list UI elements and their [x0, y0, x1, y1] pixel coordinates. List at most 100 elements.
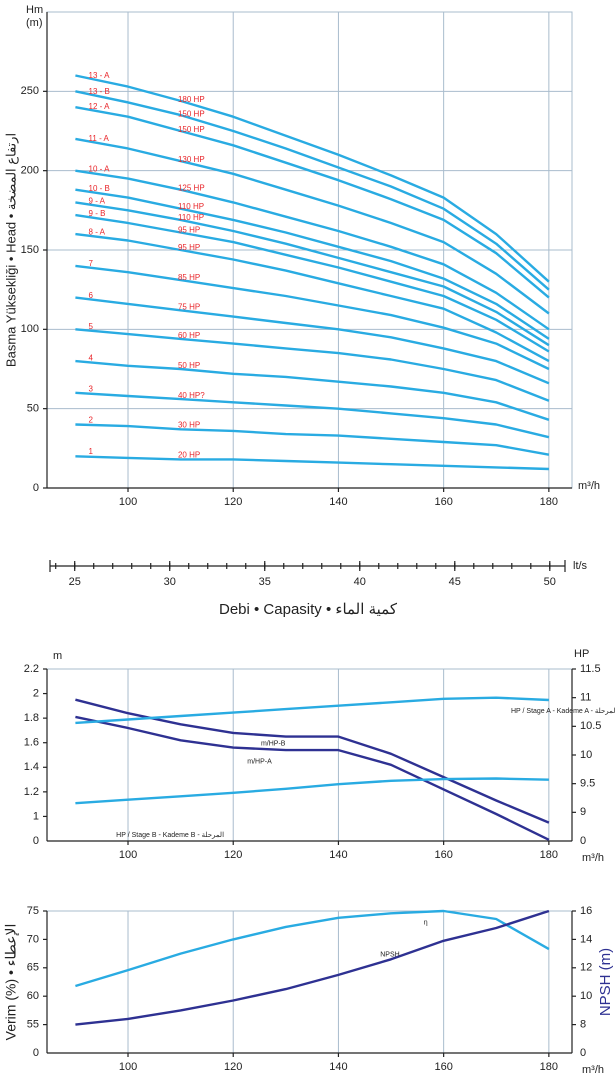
x-tick-label: 180	[540, 496, 558, 508]
series-line	[75, 169, 550, 331]
series-line	[75, 90, 550, 291]
curve-label: 5	[89, 322, 94, 331]
hp-label: 85 HP	[178, 273, 200, 282]
y2-tick-label: 10	[580, 990, 592, 1002]
x-tick-label: 25	[69, 576, 81, 588]
series-line	[75, 455, 549, 471]
hp-label: 20 HP	[178, 451, 200, 460]
series-line	[75, 188, 550, 340]
hp-label: 110 HP	[178, 213, 204, 222]
y2-tick-label: 10	[580, 749, 592, 761]
x-tick-label: 35	[259, 576, 271, 588]
curve-label: NPSH	[380, 951, 399, 958]
x-axis-title: Debi • Capasity • كمية الماء	[219, 601, 398, 618]
y-tick-label: 1.2	[24, 786, 39, 798]
y-tick-label: 50	[27, 403, 39, 415]
curve-label: HP / Stage A - Kademe A - المرحلة	[511, 707, 616, 715]
series-line	[75, 264, 550, 371]
curve-label: 10 - B	[89, 184, 110, 193]
hp-label: 75 HP	[178, 303, 200, 312]
hp-label: 60 HP	[178, 331, 200, 340]
hp-label: 95 HP	[178, 243, 200, 252]
x-unit-label: m³/h	[582, 852, 604, 864]
x-tick-label: 30	[164, 576, 176, 588]
series-line	[75, 359, 550, 421]
series-line	[75, 201, 550, 347]
hp-label: 40 HP?	[178, 391, 205, 400]
hp-label: 125 HP	[178, 183, 205, 192]
x-tick-label: 120	[224, 496, 242, 508]
y-unit-label: Hm	[26, 4, 43, 16]
y2-origin-label: 0	[580, 835, 586, 847]
curve-label: η	[424, 920, 428, 927]
curve-label: m/HP-B	[261, 741, 286, 748]
plot-frame	[46, 668, 573, 842]
curve-label: m/HP-A	[247, 759, 272, 766]
series-line	[75, 296, 550, 385]
y2-tick-label: 11.5	[580, 663, 601, 675]
y2-origin-label: 0	[580, 1047, 586, 1059]
x-tick-label: 120	[224, 849, 242, 861]
series-line	[75, 137, 550, 315]
series-line	[75, 715, 550, 841]
x-tick-label: 40	[354, 576, 366, 588]
series-line	[75, 909, 550, 1026]
series-line	[75, 74, 550, 283]
y-axis-title: Basma Yüksekliği • Head • ارتفاع المضخة	[3, 133, 19, 367]
curve-label: 13 - A	[89, 71, 111, 80]
y2-tick-label: 9.5	[580, 778, 595, 790]
x-tick-label: 45	[449, 576, 461, 588]
y-tick-label: 2	[33, 687, 39, 699]
series-line	[75, 328, 550, 402]
hp-label: 150 HP	[178, 109, 205, 118]
y2-axis-title: NPSH (m)	[597, 948, 614, 1016]
y-tick-label: 0	[33, 482, 39, 494]
curve-label: 9 - A	[89, 196, 106, 205]
x-tick-label: 140	[329, 1061, 347, 1073]
series-line	[75, 213, 550, 353]
y-tick-label: 65	[27, 962, 39, 974]
x-tick-label: 160	[434, 849, 452, 861]
y-unit-label: m	[53, 650, 62, 662]
x-tick-label: 140	[329, 849, 347, 861]
y-axis-title: Verim (%) • الإعطاء	[3, 924, 20, 1041]
hp-label: 50 HP	[178, 361, 200, 370]
series-line	[75, 232, 550, 363]
curve-label: 8 - A	[89, 227, 106, 236]
x-tick-label: 50	[544, 576, 556, 588]
x-tick-label: 120	[224, 1061, 242, 1073]
curve-label: 3	[89, 384, 94, 393]
x-tick-label: 140	[329, 496, 347, 508]
series-line	[75, 696, 549, 725]
hp-label: 150 HP	[178, 125, 205, 134]
x-tick-label: 100	[119, 496, 137, 508]
y2-tick-label: 14	[580, 933, 592, 945]
series-line	[75, 777, 549, 805]
curve-label: 10 - A	[89, 165, 111, 174]
y-tick-label: 70	[27, 933, 39, 945]
hp-label: 95 HP	[178, 226, 200, 235]
curve-label: 12 - A	[89, 102, 111, 111]
y-tick-label: 1.6	[24, 737, 39, 749]
y2-tick-label: 9	[580, 806, 586, 818]
y-unit-label: (m)	[26, 17, 43, 29]
series-line	[75, 909, 550, 988]
hp-label: 130 HP	[178, 155, 205, 164]
y2-unit-label: HP	[574, 648, 589, 660]
curve-label: 6	[89, 291, 94, 300]
y-tick-label: 55	[27, 1019, 39, 1031]
curve-label: HP / Stage B - Kademe B - المرحلة	[116, 831, 224, 839]
series-line	[75, 423, 550, 456]
curve-label: 2	[89, 415, 94, 424]
curve-label: 9 - B	[89, 209, 106, 218]
y-tick-label: 100	[21, 323, 39, 335]
y2-tick-label: 8	[580, 1019, 586, 1031]
x-tick-label: 100	[119, 1061, 137, 1073]
hp-label: 180 HP	[178, 95, 205, 104]
y-origin-label: 0	[33, 835, 39, 847]
curve-label: 7	[89, 259, 94, 268]
x-unit-label: lt/s	[573, 560, 588, 572]
hp-label: 110 HP	[178, 202, 204, 211]
y-origin-label: 0	[33, 1047, 39, 1059]
y-tick-label: 1.8	[24, 712, 39, 724]
